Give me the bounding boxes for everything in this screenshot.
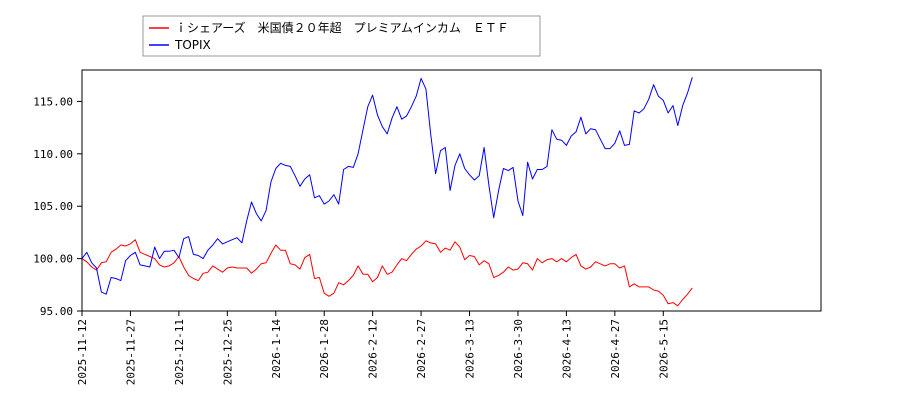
axes bbox=[81, 69, 822, 312]
x-tick-label: 2026-5-15 bbox=[657, 319, 670, 379]
x-tick-label: 2025-12-11 bbox=[173, 319, 186, 385]
x-tick-label: 2026-1-14 bbox=[270, 319, 283, 379]
y-tick-label: 105.00 bbox=[33, 200, 73, 213]
plot-frame bbox=[81, 69, 822, 312]
ticks: 95.00 100.00 105.00 110.00 115.00 2025-11-12 2… bbox=[33, 95, 670, 385]
x-tick-label: 2026-4-13 bbox=[560, 319, 573, 379]
x-tick-label: 2026-4-27 bbox=[609, 319, 622, 379]
y-tick-label: 110.00 bbox=[33, 148, 73, 161]
x-tick-label: 2026-2-27 bbox=[415, 319, 428, 379]
legend-label-series-2: TOPIX bbox=[174, 38, 211, 52]
x-tick-label: 2026-3-30 bbox=[512, 319, 525, 379]
x-tick-label: 2026-2-12 bbox=[367, 319, 380, 379]
legend-label-series-1: ｉシェアーズ 米国債２０年超 プレミアムインカム ＥＴＦ bbox=[175, 20, 509, 35]
x-tick-label: 2025-11-27 bbox=[124, 319, 137, 385]
series-line-1 bbox=[81, 239, 693, 307]
legend: ｉシェアーズ 米国債２０年超 プレミアムインカム ＥＴＦ TOPIX bbox=[142, 15, 541, 57]
x-tick-label: 2026-3-13 bbox=[464, 319, 477, 379]
legend-box bbox=[142, 15, 541, 57]
y-tick-label: 100.00 bbox=[33, 253, 73, 266]
y-tick-label: 95.00 bbox=[40, 305, 73, 318]
series-group bbox=[81, 77, 693, 307]
x-tick-label: 2025-12-25 bbox=[221, 319, 234, 385]
x-tick-label: 2025-11-12 bbox=[76, 319, 89, 385]
x-tick-label: 2026-1-28 bbox=[318, 319, 331, 379]
series-line-2 bbox=[81, 77, 693, 295]
y-tick-label: 115.00 bbox=[33, 95, 73, 108]
